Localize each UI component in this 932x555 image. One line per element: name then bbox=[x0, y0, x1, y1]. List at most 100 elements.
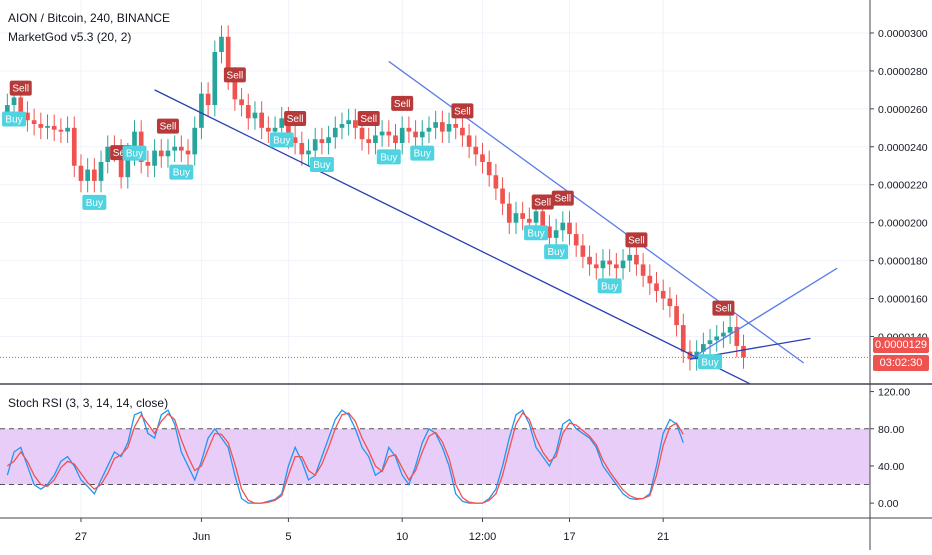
buy-signal-label: Buy bbox=[547, 247, 564, 258]
candle-body bbox=[185, 150, 191, 155]
buy-signal-badge[interactable] bbox=[169, 164, 194, 180]
buy-signal-label: Buy bbox=[126, 149, 143, 160]
sell-signal-label: Sell bbox=[287, 114, 304, 125]
buy-signal-badge[interactable] bbox=[376, 149, 401, 165]
price-axis-label: 0.0000240 bbox=[878, 142, 928, 154]
buy-signal-badge[interactable] bbox=[410, 145, 435, 161]
sell-signal-label: Sell bbox=[454, 106, 471, 117]
candle-body bbox=[85, 169, 90, 181]
candle-body bbox=[500, 188, 505, 204]
candle-body bbox=[205, 93, 211, 106]
sell-signal-badge[interactable] bbox=[625, 232, 648, 248]
candle-body bbox=[540, 211, 546, 227]
trendline[interactable] bbox=[388, 60, 805, 364]
sell-signal-badge[interactable] bbox=[391, 95, 414, 111]
buy-signal-badge[interactable] bbox=[544, 244, 569, 260]
candle-body bbox=[453, 124, 459, 128]
buy-signal-label: Buy bbox=[86, 198, 103, 209]
time-axis-label: Jun bbox=[193, 531, 211, 543]
buy-signal-badge[interactable] bbox=[309, 156, 334, 172]
sell-signal-label: Sell bbox=[360, 114, 377, 125]
sell-signal-label: Sell bbox=[628, 235, 645, 246]
last-price-tag: 0.0000129 bbox=[873, 337, 929, 353]
sell-signal-badge[interactable] bbox=[223, 67, 246, 83]
candle-body bbox=[640, 264, 646, 276]
candle-body bbox=[259, 112, 264, 128]
candle-body bbox=[446, 124, 452, 132]
candle-body bbox=[567, 222, 572, 235]
candle-body bbox=[707, 340, 713, 345]
candle-body bbox=[199, 93, 204, 128]
buy-signal-badge[interactable] bbox=[82, 194, 107, 210]
candle-body bbox=[486, 161, 492, 176]
candle-body bbox=[339, 124, 345, 128]
candle-body bbox=[466, 135, 472, 147]
candle-body bbox=[573, 234, 579, 246]
sell-signal-badge[interactable] bbox=[9, 80, 32, 96]
time-axis-label: 5 bbox=[285, 531, 291, 543]
candle-body bbox=[647, 275, 653, 284]
sell-signal-badge[interactable] bbox=[531, 194, 554, 210]
candle-body bbox=[480, 154, 485, 162]
candle-body bbox=[346, 120, 351, 125]
buy-signal-badge[interactable] bbox=[2, 111, 27, 127]
sell-signal-badge[interactable] bbox=[357, 110, 380, 126]
buy-signal-label: Buy bbox=[601, 281, 618, 292]
candle-body bbox=[440, 122, 445, 132]
candle-body bbox=[78, 165, 84, 181]
buy-signal-badge[interactable] bbox=[524, 225, 549, 241]
candle-body bbox=[460, 127, 465, 136]
price-axis-label: 0.0000160 bbox=[878, 294, 928, 306]
stoch-d-line bbox=[6, 411, 684, 504]
candle-body bbox=[506, 203, 512, 223]
candle-body bbox=[152, 150, 157, 166]
candle-body bbox=[132, 131, 137, 155]
candle-body bbox=[172, 146, 177, 151]
candle-body bbox=[25, 112, 30, 121]
candle-body bbox=[620, 260, 626, 269]
sell-signal-badge[interactable] bbox=[284, 110, 307, 126]
sell-signal-badge[interactable] bbox=[712, 300, 735, 316]
sell-signal-badge[interactable] bbox=[156, 118, 179, 134]
candle-body bbox=[312, 139, 318, 151]
candle-body bbox=[125, 154, 131, 178]
candle-body bbox=[406, 127, 412, 132]
candle-body bbox=[245, 105, 251, 119]
candle-body bbox=[560, 222, 566, 231]
candle-body bbox=[299, 142, 305, 155]
candle-body bbox=[520, 213, 525, 219]
time-axis-label: 27 bbox=[75, 531, 87, 543]
candle-body bbox=[51, 125, 57, 130]
sell-signal-label: Sell bbox=[227, 70, 244, 81]
candle-body bbox=[58, 129, 64, 132]
candle-body bbox=[272, 127, 278, 132]
candle-body bbox=[674, 306, 679, 326]
trendline[interactable] bbox=[689, 267, 838, 360]
candle-body bbox=[286, 118, 291, 138]
sell-signal-label: Sell bbox=[113, 148, 130, 159]
candle-body bbox=[553, 230, 559, 238]
buy-signal-badge[interactable] bbox=[698, 354, 723, 370]
osc-axis-label: 0.00 bbox=[878, 498, 899, 510]
candle-body bbox=[419, 131, 425, 138]
time-axis-label: 12:00 bbox=[469, 531, 497, 543]
candle-body bbox=[179, 146, 184, 151]
candle-body bbox=[252, 112, 258, 119]
candle-body bbox=[727, 326, 733, 333]
buy-signal-badge[interactable] bbox=[122, 145, 147, 161]
candle-body bbox=[326, 137, 331, 143]
symbol-title: AION / Bitcoin, 240, BINANCE bbox=[8, 11, 171, 25]
sell-signal-badge[interactable] bbox=[451, 103, 474, 119]
sell-signal-badge[interactable] bbox=[551, 190, 574, 206]
buy-signal-badge[interactable] bbox=[597, 278, 622, 294]
candle-body bbox=[593, 264, 599, 269]
trendline[interactable] bbox=[154, 89, 751, 385]
buy-signal-badge[interactable] bbox=[269, 132, 294, 148]
candle-body bbox=[393, 135, 398, 143]
candle-body bbox=[627, 254, 633, 261]
candle-body bbox=[212, 51, 218, 106]
buy-signal-label: Buy bbox=[173, 168, 190, 179]
candle-body bbox=[118, 150, 124, 178]
